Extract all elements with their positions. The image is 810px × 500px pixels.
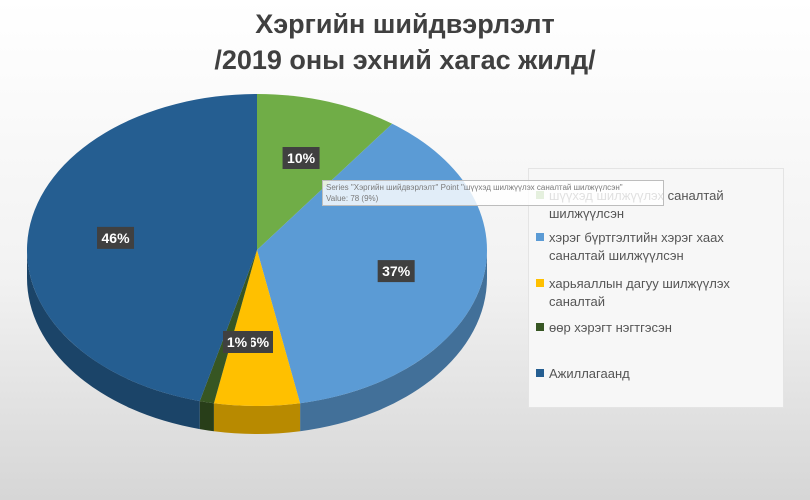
pie-slice-side	[27, 250, 200, 430]
pie-data-label-text: 46%	[102, 230, 131, 246]
legend-label: харьяаллын дагуу шилжүүлэх саналтай	[549, 276, 730, 309]
pie-data-label: 10%	[282, 147, 320, 170]
legend-item[interactable]: Ажиллагаанд	[536, 365, 780, 383]
legend-label: өөр хэрэгт нэгтгэсэн	[549, 320, 672, 335]
pie-data-label-box	[97, 226, 135, 249]
pie-data-label-box	[282, 147, 320, 170]
chart-title-line-1: Хэргийн шийдвэрлэлт	[255, 9, 555, 39]
pie-slice-side	[300, 250, 487, 432]
hover-tooltip: Series "Хэргийн шийдвэрлэлт" Point "шүүх…	[322, 180, 664, 206]
chart-title-line-2: /2019 оны эхний хагас жилд/	[214, 45, 596, 75]
legend-item[interactable]: өөр хэрэгт нэгтгэсэн	[536, 319, 780, 337]
legend-swatch	[536, 233, 544, 241]
pie-data-labels: 10% 37% 6%1% 46%	[97, 147, 415, 353]
pie-slice[interactable]	[27, 94, 257, 402]
chart-legend: шүүхэд шилжүүлэх саналтай шилжүүлсэнхэрэ…	[528, 168, 784, 408]
pie-data-label-box	[245, 331, 273, 353]
pie-sides	[27, 250, 487, 434]
legend-item[interactable]: харьяаллын дагуу шилжүүлэх саналтай	[536, 275, 780, 311]
pie-data-label: 46%	[97, 226, 135, 249]
pie-data-label: 6%	[245, 331, 273, 353]
pie-data-label-text: 37%	[382, 263, 411, 279]
tooltip-value-line: Value: 78 (9%)	[326, 194, 379, 203]
pie-slices	[27, 94, 488, 407]
legend-swatch	[536, 323, 544, 331]
pie-slice[interactable]	[257, 94, 393, 250]
chart-title: Хэргийн шийдвэрлэлт /2019 оны эхний хага…	[0, 6, 810, 78]
legend-label: Ажиллагаанд	[549, 366, 630, 381]
pie-data-label-text: 1%	[227, 334, 248, 350]
legend-swatch	[536, 369, 544, 377]
pie-data-label-box	[377, 260, 415, 283]
pie-data-label-text: 6%	[249, 334, 270, 350]
pie-data-label-text: 10%	[287, 150, 316, 166]
pie-slice-side	[199, 401, 214, 432]
pie-data-label: 1%	[223, 331, 251, 353]
pie-slice[interactable]	[199, 250, 257, 404]
pie-slice[interactable]	[213, 250, 301, 407]
legend-swatch	[536, 279, 544, 287]
pie-data-label: 37%	[377, 260, 415, 283]
tooltip-series-line: Series "Хэргийн шийдвэрлэлт" Point "шүүх…	[326, 183, 623, 192]
legend-item[interactable]: хэрэг бүртгэлтийн хэрэг хаах саналтай ши…	[536, 229, 780, 265]
pie-slice-side	[213, 403, 301, 434]
legend-label: хэрэг бүртгэлтийн хэрэг хаах саналтай ши…	[549, 230, 724, 263]
pie-data-label-box	[223, 331, 251, 353]
